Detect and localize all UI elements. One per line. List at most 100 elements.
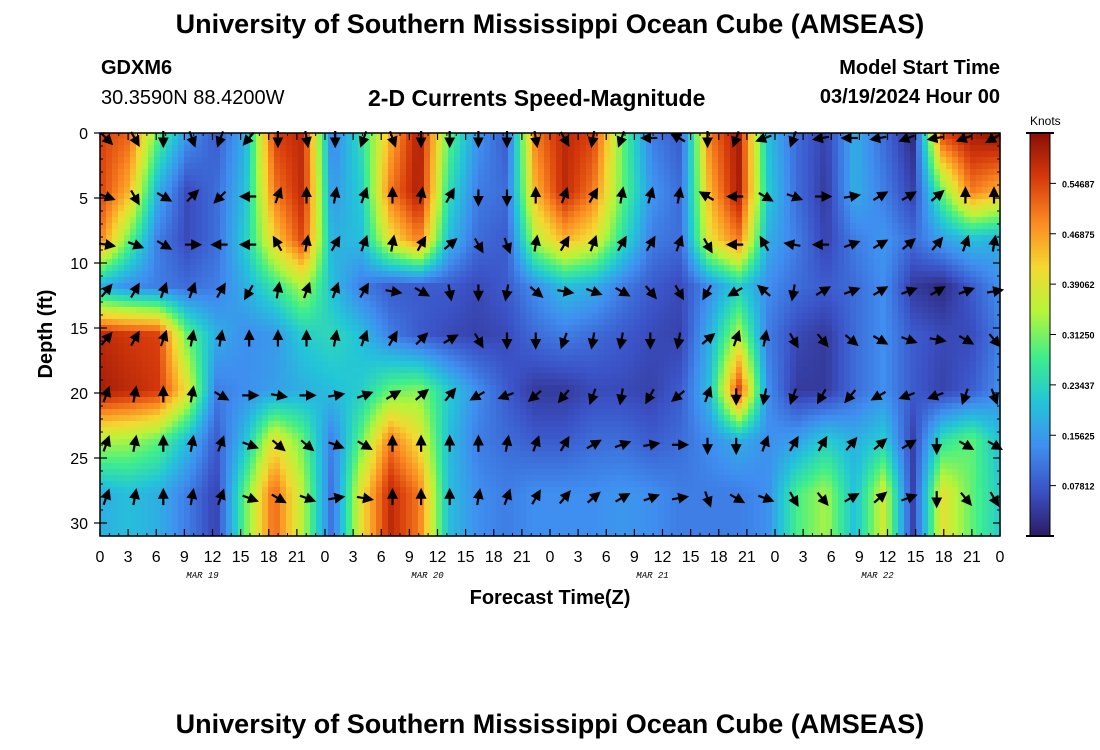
heatmap-cell [736, 145, 743, 152]
heatmap-cell [940, 175, 947, 182]
heatmap-cell [388, 223, 395, 230]
heatmap-cell [346, 271, 353, 278]
heatmap-cell [496, 145, 503, 152]
heatmap-cell [712, 163, 719, 170]
heatmap-cell [214, 175, 221, 182]
heatmap-cell [118, 175, 125, 182]
heatmap-cell [892, 289, 899, 296]
heatmap-cell [556, 301, 563, 308]
heatmap-cell [382, 325, 389, 332]
heatmap-cell [868, 217, 875, 224]
heatmap-cell [862, 277, 869, 284]
heatmap-cell [928, 289, 935, 296]
heatmap-cell [370, 283, 377, 290]
heatmap-cell [772, 139, 779, 146]
heatmap-cell [322, 157, 329, 164]
heatmap-cell [688, 277, 695, 284]
heatmap-cell [220, 235, 227, 242]
heatmap-cell [856, 145, 863, 152]
heatmap-cell [784, 199, 791, 206]
heatmap-cell [226, 163, 233, 170]
heatmap-cell [964, 295, 971, 302]
heatmap-cell [310, 223, 317, 230]
heatmap-cell [784, 181, 791, 188]
heatmap-cell [610, 139, 617, 146]
heatmap-cell [994, 145, 1001, 152]
heatmap-cell [802, 277, 809, 284]
heatmap-cell [532, 163, 539, 170]
heatmap-cell [616, 205, 623, 212]
heatmap-cell [142, 175, 149, 182]
heatmap-cell [472, 253, 479, 260]
heatmap-cell [658, 223, 665, 230]
heatmap-cell [514, 271, 521, 278]
heatmap-cell [838, 229, 845, 236]
heatmap-cell [940, 247, 947, 254]
heatmap-cell [136, 289, 143, 296]
heatmap-cell [508, 259, 515, 266]
heatmap-cell [700, 259, 707, 266]
heatmap-cell [826, 211, 833, 218]
heatmap-cell [412, 235, 419, 242]
heatmap-cell [904, 283, 911, 290]
heatmap-cell [184, 259, 191, 266]
heatmap-cell [664, 259, 671, 266]
heatmap-cell [808, 319, 815, 326]
heatmap-cell [736, 169, 743, 176]
heatmap-cell [538, 271, 545, 278]
heatmap-cell [784, 145, 791, 152]
heatmap-cell [334, 157, 341, 164]
heatmap-cell [688, 133, 695, 140]
heatmap-cell [862, 139, 869, 146]
heatmap-cell [922, 319, 929, 326]
heatmap-cell [520, 211, 527, 218]
heatmap-cell [622, 205, 629, 212]
heatmap-cell [436, 181, 443, 188]
heatmap-cell [538, 217, 545, 224]
heatmap-cell [400, 175, 407, 182]
heatmap-cell [364, 151, 371, 158]
heatmap-cell [874, 169, 881, 176]
heatmap-cell [880, 223, 887, 230]
heatmap-cell [742, 205, 749, 212]
heatmap-cell [262, 313, 269, 320]
heatmap-cell [166, 229, 173, 236]
heatmap-cell [742, 313, 749, 320]
heatmap-cell [202, 187, 209, 194]
heatmap-cell [478, 157, 485, 164]
heatmap-cell [670, 151, 677, 158]
heatmap-cell [244, 211, 251, 218]
heatmap-cell [112, 289, 119, 296]
heatmap-cell [646, 319, 653, 326]
heatmap-cell [316, 217, 323, 224]
heatmap-cell [982, 157, 989, 164]
heatmap-cell [274, 223, 281, 230]
heatmap-cell [778, 319, 785, 326]
heatmap-cell [280, 145, 287, 152]
heatmap-cell [730, 163, 737, 170]
heatmap-cell [208, 223, 215, 230]
heatmap-cell [832, 199, 839, 206]
heatmap-cell [634, 169, 641, 176]
heatmap-cell [922, 211, 929, 218]
heatmap-cell [754, 211, 761, 218]
heatmap-cell [154, 289, 161, 296]
heatmap-cell [622, 145, 629, 152]
heatmap-cell [568, 217, 575, 224]
heatmap-cell [556, 253, 563, 260]
heatmap-cell [556, 217, 563, 224]
heatmap-cell [322, 217, 329, 224]
heatmap-cell [754, 187, 761, 194]
heatmap-cell [238, 331, 245, 338]
heatmap-cell [526, 271, 533, 278]
heatmap-cell [160, 271, 167, 278]
heatmap-cell [142, 307, 149, 314]
heatmap-cell [514, 307, 521, 314]
heatmap-cell [550, 133, 557, 140]
heatmap-cell [256, 163, 263, 170]
heatmap-cell [244, 265, 251, 272]
heatmap-cell [538, 199, 545, 206]
heatmap-cell [238, 295, 245, 302]
heatmap-cell [100, 253, 107, 260]
heatmap-cell [910, 157, 917, 164]
